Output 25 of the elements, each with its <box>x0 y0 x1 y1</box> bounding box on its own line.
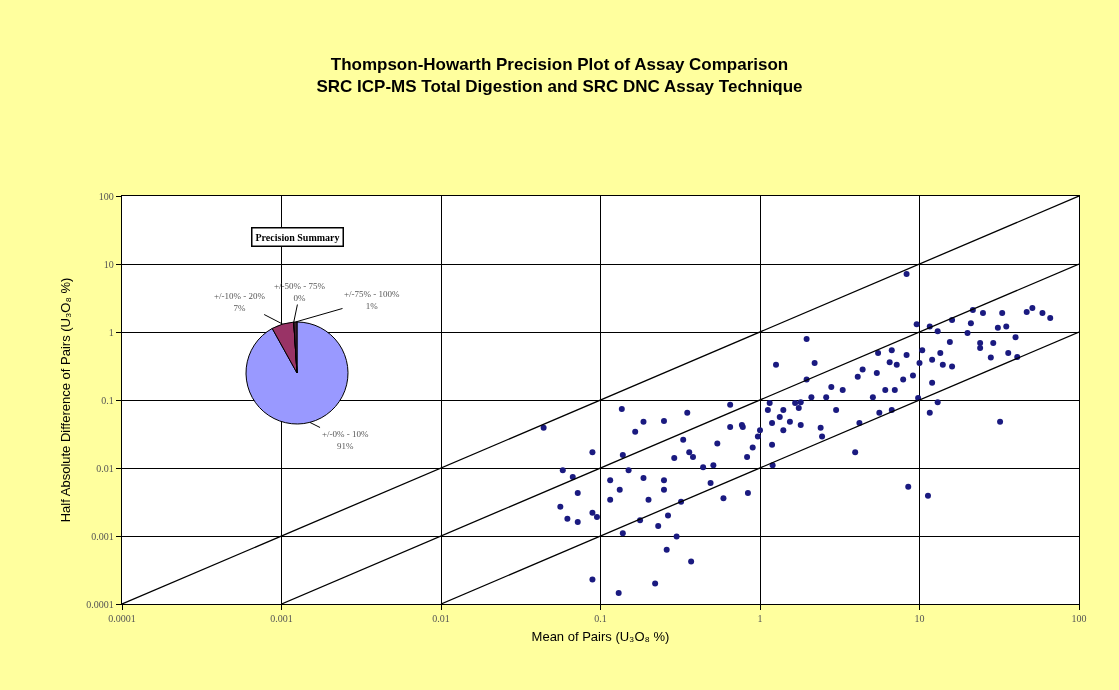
slice-label: +/-0% - 10% <box>322 429 370 439</box>
y-tick-label: 0.01 <box>96 462 114 474</box>
y-axis-title: Half Absolute Difference of Pairs (U₃O₈ %) <box>58 277 74 523</box>
data-label: 91% <box>337 440 355 451</box>
y-tick-label: 0.0001 <box>86 598 114 610</box>
y-tick-label: 1 <box>108 326 114 338</box>
slice-label: +/-10% - 20% <box>214 291 266 301</box>
y-tick-label: 100 <box>98 190 114 202</box>
x-tick-label: 0.1 <box>594 613 607 625</box>
y-tick-label: 0.001 <box>91 530 114 542</box>
chart-title: Thompson-Howarth Precision Plot of Assay Comparison <box>330 55 789 74</box>
slice-label: +/-75% - 100% <box>344 289 401 299</box>
data-label: 1% <box>365 300 379 311</box>
data-label: 7% <box>233 302 247 313</box>
chart-subtitle: SRC ICP-MS Total Digestion and SRC DNC Assay Technique <box>316 77 803 97</box>
x-tick-label: 0.01 <box>432 613 450 625</box>
x-tick-label: 0.001 <box>270 613 293 625</box>
y-tick-label: 10 <box>103 258 114 270</box>
x-tick-label: 1 <box>757 613 763 625</box>
chart-title: Precision Summary <box>255 231 340 243</box>
x-tick-label: 100 <box>1071 613 1087 625</box>
x-axis-title: Mean of Pairs (U₃O₈ %) <box>531 628 670 644</box>
y-tick-label: 0.1 <box>101 394 114 406</box>
x-tick-label: 10 <box>914 613 925 625</box>
text: 0% <box>293 292 306 303</box>
